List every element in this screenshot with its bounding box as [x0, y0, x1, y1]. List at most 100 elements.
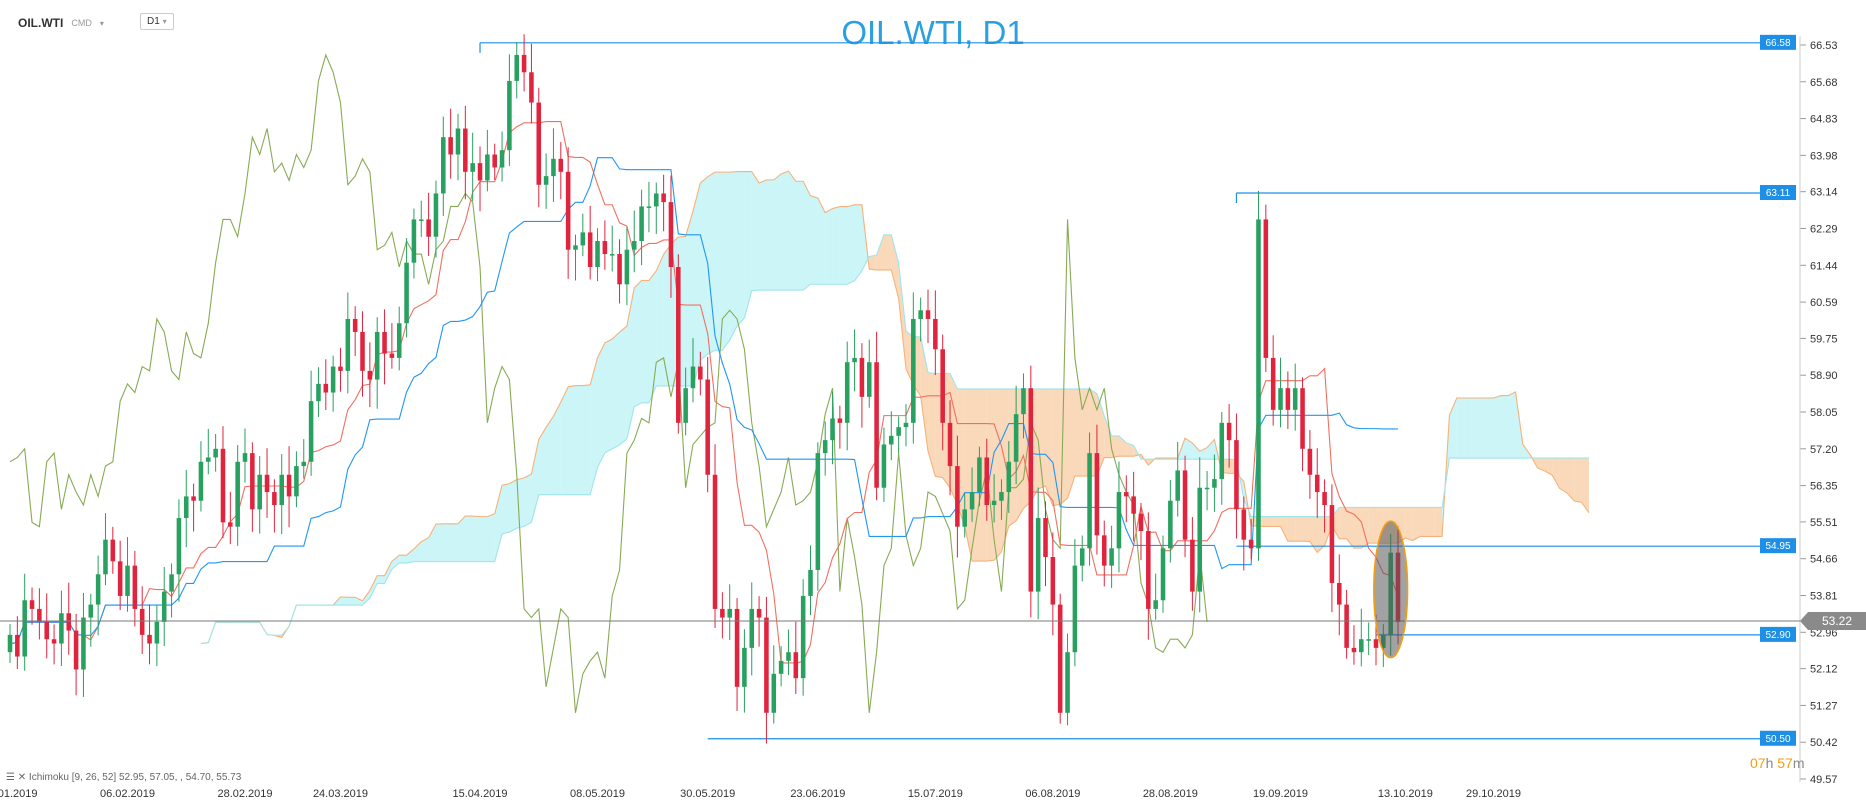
- candle-body: [213, 448, 218, 458]
- ichimoku-cloud-segment: [1074, 388, 1083, 477]
- candle-body: [242, 453, 248, 462]
- candle-body: [7, 634, 13, 653]
- candle-body: [1124, 492, 1129, 497]
- candle-body: [1292, 388, 1298, 410]
- ichimoku-cloud-segment: [648, 270, 657, 403]
- candle-body: [154, 621, 160, 644]
- candle-body: [125, 565, 130, 596]
- candle-body: [1359, 639, 1364, 653]
- ichimoku-cloud-segment: [803, 181, 811, 291]
- ichimoku-cloud-segment: [531, 439, 539, 523]
- candle-body: [631, 241, 637, 250]
- candle-body: [169, 574, 174, 592]
- ichimoku-cloud-segment: [421, 537, 429, 562]
- symbol-selector[interactable]: OIL.WTI CMD ▾: [18, 14, 104, 32]
- candle-body: [720, 608, 725, 618]
- y-tick-label: 63.98: [1810, 150, 1838, 162]
- candle-body: [837, 418, 843, 423]
- ichimoku-cloud-segment: [1427, 507, 1435, 537]
- ichimoku-cloud-segment: [487, 513, 495, 562]
- candle-body: [250, 453, 255, 510]
- ichimoku-cloud-segment: [1449, 397, 1457, 459]
- candle-body: [1248, 539, 1254, 549]
- ichimoku-cloud-segment: [604, 338, 613, 453]
- candle-body: [778, 660, 784, 674]
- candle-body: [176, 518, 182, 575]
- candle-body: [1131, 496, 1136, 514]
- highlight-ellipse: [1373, 520, 1409, 659]
- ichimoku-cloud-segment: [751, 171, 760, 291]
- candle-body: [257, 474, 262, 510]
- ichimoku-cloud-segment: [568, 385, 576, 495]
- x-tick-label: 15.04.2019: [452, 788, 507, 800]
- price-level-tag: [1760, 626, 1796, 642]
- ichimoku-cloud-segment: [883, 234, 892, 270]
- candle-body: [206, 457, 211, 462]
- y-tick-label: 58.05: [1810, 407, 1838, 419]
- ichimoku-cloud-segment: [825, 208, 833, 285]
- senkou-span-b-line: [200, 234, 1589, 645]
- candle-body: [859, 357, 865, 397]
- ichimoku-cloud-segment: [737, 171, 745, 326]
- candle-body: [1263, 219, 1269, 358]
- price-level-label: 52.90: [1765, 630, 1790, 641]
- candle-body: [617, 254, 622, 285]
- ichimoku-cloud-segment: [847, 204, 855, 285]
- candle-body: [822, 440, 828, 454]
- candle-body: [455, 128, 461, 155]
- y-tick-label: 56.35: [1810, 481, 1838, 493]
- candle-body: [1300, 388, 1305, 449]
- candle-body: [1256, 219, 1261, 549]
- indicator-legend: ☰ ✕ Ichimoku [9, 26, 52] 52.95, 57.05, ,…: [6, 772, 241, 783]
- candle-body: [690, 366, 696, 389]
- candle-body: [1336, 582, 1342, 605]
- ichimoku-cloud-segment: [685, 211, 693, 386]
- ichimoku-cloud-segment: [641, 280, 649, 403]
- x-tick-label: 08.05.2019: [570, 788, 625, 800]
- ichimoku-cloud-segment: [1456, 397, 1465, 459]
- ichimoku-cloud-segment: [472, 516, 481, 562]
- candle-body: [272, 492, 277, 506]
- candle-body: [470, 163, 475, 172]
- indicator-close-icon[interactable]: ✕: [17, 772, 27, 783]
- timeframe-label: D1: [147, 16, 160, 27]
- timeframe-selector[interactable]: D1 ▾: [140, 13, 174, 30]
- candle-body: [624, 249, 630, 285]
- ichimoku-cloud-segment: [1317, 516, 1325, 553]
- price-level-tag: [1760, 185, 1796, 201]
- candle-body: [1373, 639, 1379, 648]
- candle-body: [44, 621, 49, 640]
- candle-body: [1190, 539, 1195, 592]
- candle-body: [1270, 357, 1276, 410]
- ichimoku-cloud-segment: [707, 172, 716, 355]
- candle-body: [889, 435, 894, 445]
- candle-body: [499, 150, 505, 168]
- candle-body: [595, 241, 600, 268]
- candle-body: [411, 219, 417, 263]
- ichimoku-cloud-segment: [1493, 395, 1501, 459]
- ichimoku-cloud-segment: [1265, 516, 1274, 527]
- ichimoku-cloud-segment: [1185, 438, 1193, 460]
- candle-body: [698, 366, 703, 380]
- ichimoku-cloud-segment: [928, 372, 936, 477]
- x-tick-label: 15.07.2019: [908, 788, 963, 800]
- ichimoku-cloud-segment: [1574, 458, 1582, 503]
- indicator-menu-icon[interactable]: ☰: [6, 772, 15, 783]
- candle-body: [448, 137, 453, 155]
- candle-body: [661, 193, 666, 203]
- candle-body: [183, 496, 189, 519]
- candle-body: [1322, 492, 1327, 506]
- candle-body: [529, 72, 534, 103]
- candle-body: [22, 600, 27, 657]
- y-tick-label: 53.81: [1810, 591, 1838, 603]
- candle-body: [602, 241, 608, 255]
- candle-body: [565, 171, 571, 250]
- candle-body: [852, 357, 857, 363]
- candle-body: [1101, 535, 1107, 566]
- ichimoku-cloud-segment: [619, 326, 627, 445]
- timer-hours-unit: h: [1765, 755, 1774, 771]
- y-tick-label: 52.12: [1810, 664, 1838, 676]
- candle-body: [103, 539, 108, 575]
- candle-body: [925, 310, 931, 319]
